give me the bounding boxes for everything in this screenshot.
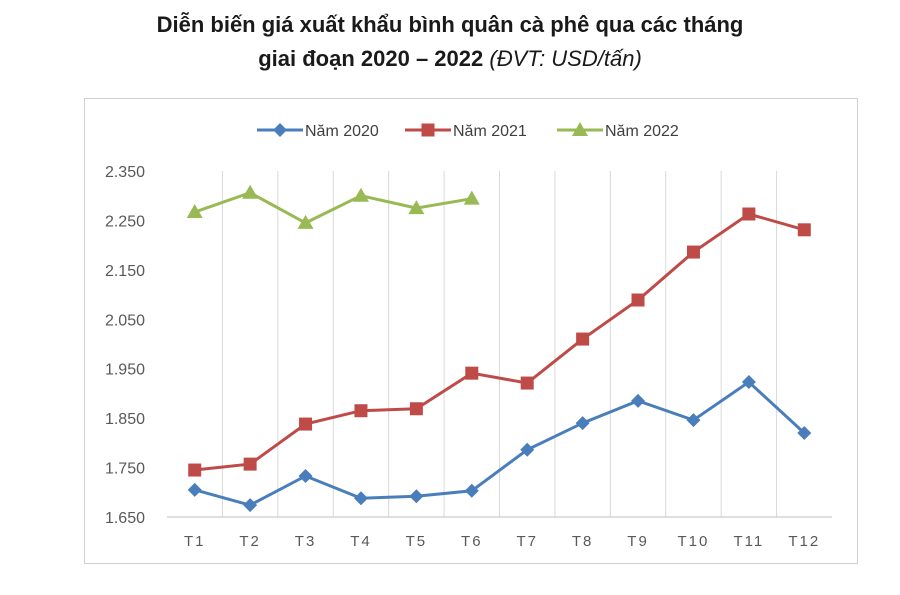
data-point: [243, 498, 258, 513]
data-point: [243, 457, 257, 471]
legend-marker: [421, 123, 435, 137]
data-point: [797, 223, 811, 237]
x-tick-label: T8: [572, 533, 594, 550]
x-tick-label: T12: [788, 533, 820, 550]
y-tick-label: 2.150: [105, 263, 145, 280]
legend-label: Năm 2021: [453, 123, 527, 140]
data-point: [686, 245, 700, 259]
y-tick-label: 1.850: [105, 411, 145, 428]
legend-marker: [572, 122, 588, 136]
legend-label: Năm 2022: [605, 123, 679, 140]
x-tick-label: T11: [734, 533, 765, 550]
x-tick-label: T10: [678, 533, 710, 550]
data-point: [741, 375, 756, 390]
series-line-năm-2022: [194, 191, 473, 225]
data-point: [354, 404, 368, 418]
data-point: [576, 332, 590, 346]
chart-frame: [84, 98, 858, 564]
data-point: [520, 442, 535, 457]
data-point: [187, 482, 202, 497]
data-point: [686, 413, 701, 428]
y-tick-label: 2.050: [105, 312, 145, 329]
data-point: [186, 204, 203, 219]
x-tick-label: T3: [295, 533, 317, 550]
data-point: [409, 402, 423, 416]
legend-label: Năm 2020: [305, 123, 379, 140]
chart-title-period: giai đoạn 2020 – 2022: [258, 46, 484, 71]
data-point: [464, 483, 479, 498]
x-tick-label: T2: [239, 533, 261, 550]
y-tick-label: 1.950: [105, 362, 145, 379]
y-tick-label: 2.350: [105, 164, 145, 181]
legend-marker: [273, 123, 287, 137]
data-point: [299, 417, 313, 431]
x-tick-label: T5: [406, 533, 428, 550]
x-tick-label: T6: [461, 533, 483, 550]
data-point: [463, 190, 480, 205]
data-point: [631, 293, 645, 307]
data-point: [297, 214, 314, 229]
data-point: [742, 207, 756, 221]
data-point: [409, 489, 424, 504]
y-tick-label: 2.250: [105, 213, 145, 230]
chart-title-line1: Diễn biến giá xuất khẩu bình quân cà phê…: [156, 12, 744, 37]
data-point: [797, 425, 812, 440]
x-tick-label: T4: [350, 533, 372, 550]
data-point: [408, 200, 425, 215]
y-tick-label: 1.750: [105, 461, 145, 478]
x-tick-label: T7: [516, 533, 538, 550]
series-line-năm-2021: [194, 212, 805, 472]
data-point: [298, 468, 313, 483]
y-tick-label: 1.650: [105, 510, 145, 527]
data-point: [520, 376, 534, 390]
chart-title-line2: giai đoạn 2020 – 2022 (ĐVT: USD/tấn): [0, 46, 900, 72]
data-point: [188, 463, 202, 477]
chart-unit: (ĐVT: USD/tấn): [489, 46, 642, 71]
data-point: [353, 491, 368, 506]
data-point: [465, 366, 479, 380]
x-tick-label: T9: [627, 533, 649, 550]
x-tick-label: T1: [184, 533, 206, 550]
series-line-năm-2020: [194, 380, 806, 507]
data-point: [631, 393, 646, 408]
data-point: [242, 184, 259, 199]
data-point: [575, 416, 590, 431]
data-point: [352, 187, 369, 202]
